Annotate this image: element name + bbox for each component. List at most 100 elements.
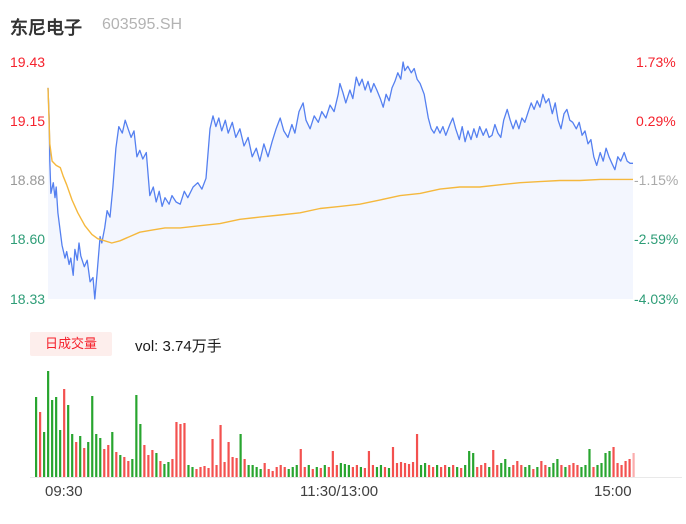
volume-bar (540, 461, 543, 477)
time-tick-close: 15:00 (594, 483, 632, 500)
volume-bar (35, 397, 38, 477)
volume-bar (83, 448, 86, 477)
volume-bar (560, 465, 563, 477)
volume-bar (556, 459, 559, 477)
volume-bar (383, 467, 387, 477)
price-tick-2: 19.15 (10, 113, 46, 129)
pct-tick-4: -2.59% (634, 231, 679, 247)
volume-bar (395, 463, 399, 477)
volume-bar (379, 465, 383, 477)
volume-bar (544, 465, 547, 477)
volume-bar (59, 430, 62, 477)
volume-bar (460, 468, 463, 477)
volume-bar (516, 461, 519, 477)
volume-bar (183, 423, 186, 477)
volume-bar (159, 461, 162, 477)
volume-bar (335, 465, 338, 477)
volume-bar (444, 465, 447, 477)
volume-bar (620, 465, 623, 477)
volume-bar (171, 459, 174, 477)
volume-bar (43, 432, 46, 477)
volume-bar (387, 468, 391, 477)
volume-bar (504, 459, 507, 477)
volume-bar (448, 467, 451, 477)
volume-bar (452, 465, 455, 477)
volume-bar (63, 389, 66, 477)
volume-bar (500, 463, 503, 477)
volume-bar (227, 442, 230, 477)
volume-bar (231, 457, 234, 477)
volume-bar (624, 461, 627, 477)
volume-bar (199, 467, 202, 477)
volume-bar (419, 465, 423, 477)
volume-bar (279, 465, 282, 477)
volume-bar (111, 432, 114, 477)
volume-bar (175, 422, 178, 477)
volume-bar (311, 469, 314, 477)
volume-bar (528, 465, 531, 477)
time-tick-mid: 11:30/13:00 (300, 483, 379, 500)
volume-bar (39, 412, 42, 477)
volume-bar (75, 442, 78, 477)
volume-bar (319, 468, 322, 477)
volume-bar (632, 453, 635, 477)
volume-bars (35, 371, 635, 477)
volume-bar (251, 465, 254, 477)
volume-bar (191, 467, 194, 477)
volume-bar (564, 467, 567, 477)
volume-bar (263, 463, 266, 477)
pct-tick-3: -1.15% (634, 172, 679, 188)
volume-bar (512, 465, 515, 477)
volume-bar (267, 469, 270, 477)
volume-bar (283, 467, 286, 477)
stock-code: 603595.SH (102, 16, 183, 33)
volume-bar (195, 469, 198, 477)
volume-bar (415, 434, 419, 477)
price-tick-5: 18.33 (10, 291, 46, 307)
price-tick-3: 18.88 (10, 172, 46, 188)
volume-bar (211, 439, 214, 477)
volume-bar (476, 467, 479, 477)
volume-bar (67, 405, 70, 477)
pct-tick-5: -4.03% (634, 291, 679, 307)
volume-bar (131, 459, 134, 477)
volume-bar (51, 400, 54, 477)
price-tick-1: 19.43 (10, 54, 46, 70)
volume-bar (371, 465, 375, 477)
volume-bar (584, 465, 587, 477)
time-tick-open: 09:30 (45, 483, 83, 500)
volume-bar (568, 465, 571, 477)
volume-bar (427, 465, 431, 477)
volume-bar (411, 462, 415, 477)
volume-bar (99, 438, 102, 477)
volume-bar (464, 465, 467, 477)
volume-bar (431, 467, 435, 477)
volume-bar (79, 436, 82, 477)
volume-bar (71, 434, 74, 477)
pct-tick-1: 1.73% (636, 54, 676, 70)
volume-bar (223, 462, 226, 477)
volume-bar (139, 424, 142, 477)
volume-bar (492, 450, 495, 477)
volume-bar (187, 465, 190, 477)
volume-bar (215, 465, 218, 477)
volume-bar (407, 464, 411, 477)
volume-bar (47, 371, 50, 477)
volume-bar (355, 465, 358, 477)
volume-bar (103, 449, 106, 477)
volume-bar (367, 451, 371, 477)
volume-bar (55, 397, 58, 477)
average-price-line (47, 87, 633, 244)
volume-bar (339, 463, 342, 477)
volume-bar (616, 463, 619, 477)
volume-bar (219, 425, 222, 477)
volume-bar (255, 467, 258, 477)
volume-bar (275, 467, 278, 477)
volume-legend-chip[interactable]: 日成交量 (30, 332, 112, 356)
volume-bar (580, 467, 583, 477)
volume-bar (628, 459, 631, 477)
volume-bar (359, 467, 363, 477)
volume-value: vol: 3.74万手 (135, 338, 222, 355)
